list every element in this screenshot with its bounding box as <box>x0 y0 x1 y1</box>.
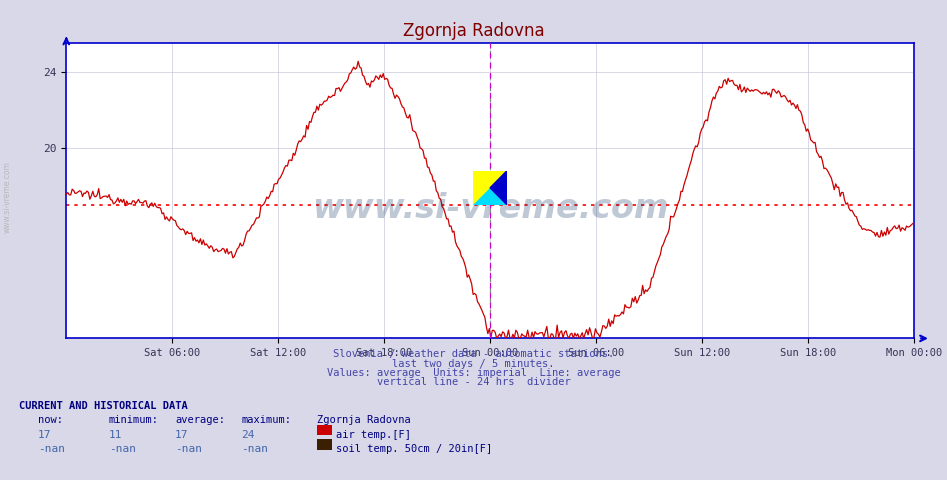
Polygon shape <box>491 170 508 205</box>
Text: Zgornja Radovna: Zgornja Radovna <box>317 415 411 425</box>
Polygon shape <box>474 170 508 205</box>
Text: www.si-vreme.com: www.si-vreme.com <box>3 161 12 233</box>
Text: air temp.[F]: air temp.[F] <box>336 430 411 440</box>
Text: Zgornja Radovna: Zgornja Radovna <box>402 22 545 40</box>
Text: maximum:: maximum: <box>241 415 292 425</box>
Text: -nan: -nan <box>241 444 269 454</box>
Text: vertical line - 24 hrs  divider: vertical line - 24 hrs divider <box>377 377 570 387</box>
Text: last two days / 5 minutes.: last two days / 5 minutes. <box>392 359 555 369</box>
Text: 17: 17 <box>175 430 188 440</box>
Text: 11: 11 <box>109 430 122 440</box>
Text: -nan: -nan <box>38 444 65 454</box>
Text: soil temp. 50cm / 20in[F]: soil temp. 50cm / 20in[F] <box>336 444 492 454</box>
Text: minimum:: minimum: <box>109 415 159 425</box>
Text: -nan: -nan <box>109 444 136 454</box>
Text: now:: now: <box>38 415 63 425</box>
Text: average:: average: <box>175 415 225 425</box>
Polygon shape <box>474 170 508 205</box>
Text: www.si-vreme.com: www.si-vreme.com <box>312 192 669 225</box>
Text: 24: 24 <box>241 430 255 440</box>
Text: 17: 17 <box>38 430 51 440</box>
Text: Values: average  Units: imperial  Line: average: Values: average Units: imperial Line: av… <box>327 368 620 378</box>
Text: Slovenia / weather data - automatic stations.: Slovenia / weather data - automatic stat… <box>333 349 614 360</box>
Text: CURRENT AND HISTORICAL DATA: CURRENT AND HISTORICAL DATA <box>19 401 188 411</box>
Text: -nan: -nan <box>175 444 203 454</box>
